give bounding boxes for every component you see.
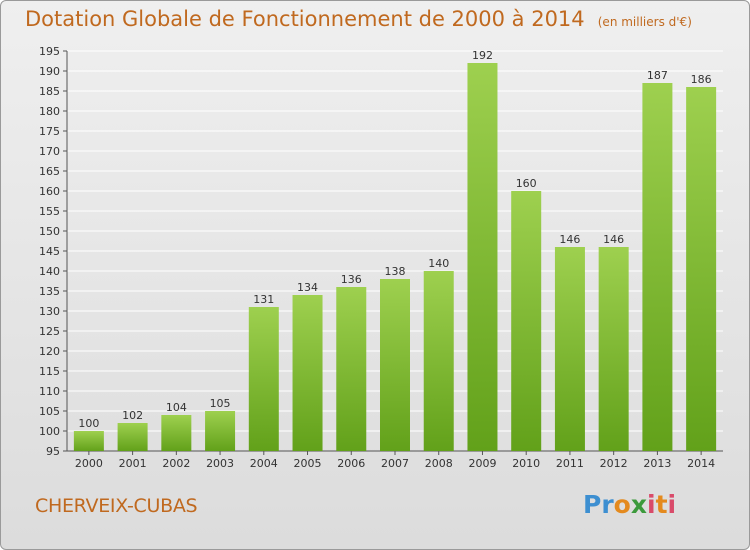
- x-tick-label: 2014: [687, 457, 715, 470]
- y-tick-label: 115: [39, 365, 60, 378]
- y-tick-label: 110: [39, 385, 60, 398]
- y-tick-label: 120: [39, 345, 60, 358]
- data-label: 160: [516, 177, 537, 190]
- x-tick-label: 2011: [556, 457, 584, 470]
- bar: [380, 279, 410, 451]
- data-label: 186: [691, 73, 712, 86]
- y-tick-label: 135: [39, 285, 60, 298]
- data-labels: 100 102 104 105 131 134 136 138 140 192 160 146 146 1…: [78, 49, 711, 430]
- x-tick-label: 2004: [250, 457, 278, 470]
- x-tick-label: 2008: [425, 457, 453, 470]
- y-tick-label: 180: [39, 105, 60, 118]
- data-label: 105: [210, 397, 231, 410]
- x-tick-label: 2002: [162, 457, 190, 470]
- y-tick-label: 145: [39, 245, 60, 258]
- data-label: 187: [647, 69, 668, 82]
- bar: [205, 411, 236, 451]
- y-tick-label: 100: [39, 425, 60, 438]
- x-tick-label: 2000: [75, 457, 103, 470]
- data-label: 146: [559, 233, 580, 246]
- chart-title: Dotation Globale de Fonctionnement de 20…: [25, 7, 692, 31]
- y-tick-label: 140: [39, 265, 60, 278]
- chart-title-text: Dotation Globale de Fonctionnement de 20…: [25, 7, 585, 31]
- bar: [642, 83, 673, 451]
- x-tick-label: 2001: [119, 457, 147, 470]
- commune-name: CHERVEIX-CUBAS: [35, 495, 198, 517]
- chart-unit: (en milliers d'€): [597, 15, 692, 29]
- x-tick-label: 2012: [600, 457, 628, 470]
- x-tick-label: 2009: [468, 457, 496, 470]
- data-label: 140: [428, 257, 449, 270]
- data-label: 104: [166, 401, 187, 414]
- data-label: 192: [472, 49, 493, 62]
- y-tick-label: 165: [39, 165, 60, 178]
- bar: [117, 423, 148, 451]
- y-tick-label: 130: [39, 305, 60, 318]
- y-tick-label: 190: [39, 65, 60, 78]
- bar: [292, 295, 323, 451]
- bar: [467, 63, 498, 451]
- y-tick-label: 170: [39, 145, 60, 158]
- y-tick-labels: 95 100 105 110 115 120 125 130 135 140 145 150 155 16…: [39, 45, 60, 458]
- x-tick-label: 2005: [294, 457, 322, 470]
- data-label: 100: [78, 417, 99, 430]
- bar: [554, 247, 585, 451]
- data-label: 146: [603, 233, 624, 246]
- y-tick-label: 160: [39, 185, 60, 198]
- data-label: 134: [297, 281, 318, 294]
- x-tick-label: 2006: [337, 457, 365, 470]
- bar: [73, 431, 104, 451]
- y-tick-label: 125: [39, 325, 60, 338]
- y-tick-label: 175: [39, 125, 60, 138]
- y-tick-label: 150: [39, 225, 60, 238]
- x-tick-label: 2010: [512, 457, 540, 470]
- x-tick-label: 2013: [643, 457, 671, 470]
- data-label: 102: [122, 409, 143, 422]
- bar: [686, 87, 717, 451]
- y-tick-label: 155: [39, 205, 60, 218]
- data-label: 138: [385, 265, 406, 278]
- data-label: 136: [341, 273, 362, 286]
- x-tick-labels: 2000 2001 2002 2003 2004 2005 2006 2007 2008 2009…: [75, 457, 715, 470]
- bar: [598, 247, 629, 451]
- data-label: 131: [253, 293, 274, 306]
- proxiti-logo: Proxiti: [583, 490, 677, 519]
- bar: [423, 271, 454, 451]
- y-tick-label: 95: [46, 445, 60, 458]
- y-tick-label: 105: [39, 405, 60, 418]
- x-tick-label: 2003: [206, 457, 234, 470]
- bar: [161, 415, 192, 451]
- bar: [511, 191, 542, 451]
- bars: [73, 63, 717, 451]
- y-tick-label: 185: [39, 85, 60, 98]
- bar: [336, 287, 367, 451]
- bar: [248, 307, 279, 451]
- y-tick-label: 195: [39, 45, 60, 58]
- x-tick-label: 2007: [381, 457, 409, 470]
